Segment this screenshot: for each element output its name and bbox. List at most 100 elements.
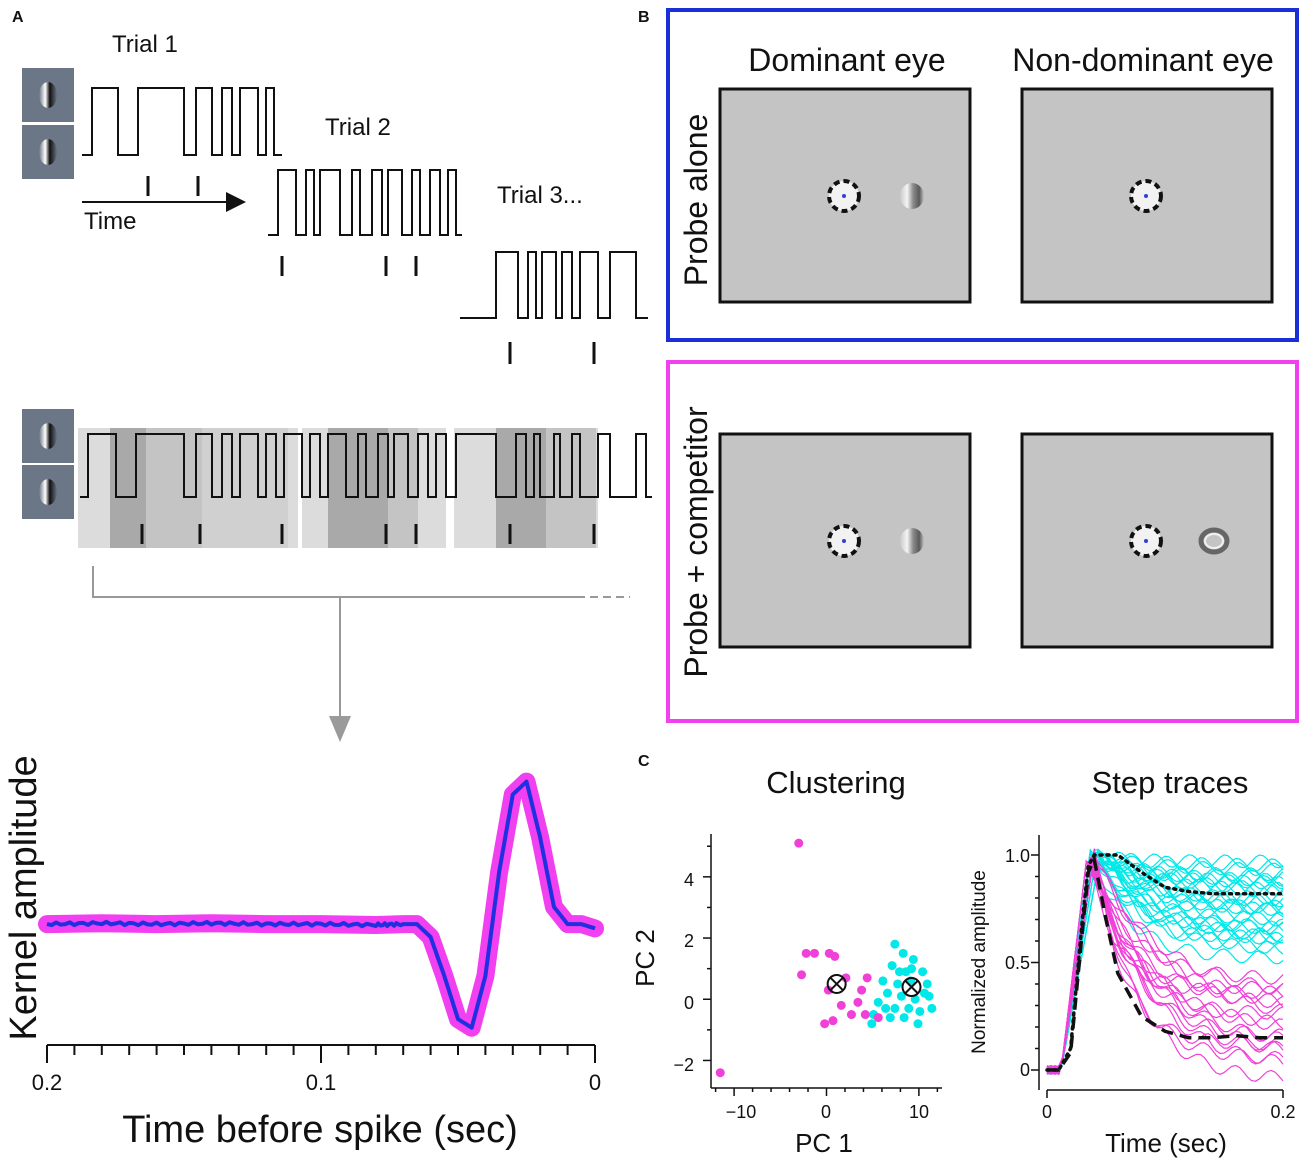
cluster-centroid-marker [901,977,922,998]
step-traces-axes [1031,835,1284,1098]
cluster-b-point [910,994,920,1004]
cluster-b-point [904,1003,914,1013]
cluster-b-point [908,954,918,964]
cluster-b-point [887,961,897,971]
cluster-b-point [878,976,888,986]
clustering-ylabel: PC 2 [630,929,660,987]
cluster-b-point [898,948,908,958]
cluster-b-point [890,1003,900,1013]
cluster-centroid-marker [826,973,847,994]
cluster-a-point [801,948,811,958]
cluster-a-point [873,1013,883,1023]
trial-2-label: Trial 2 [325,114,391,141]
cluster-a-point [794,838,804,848]
cluster-a-point [853,997,863,1007]
averaging-bracket [92,566,630,720]
trial-3-label: Trial 3... [497,182,583,209]
display-nondominant-probe-competitor [1020,432,1274,649]
clustering-points [715,838,937,1078]
non-dominant-eye-title: Non-dominant eye [1012,42,1273,78]
cluster-b-trace [1046,856,1284,1071]
mean_cluster_a-line [1047,853,1283,1072]
cluster-b-point [881,1003,891,1013]
kernel-error-band [38,772,604,1037]
dominant-eye-title: Dominant eye [748,42,945,78]
trial-3-spikes [508,342,596,364]
panel-label-a: A [12,9,24,26]
kernel-xtick-0: 0 [589,1070,601,1095]
spike-window-shading [78,428,598,548]
step-ytick-0: 0 [1020,1060,1030,1080]
cluster-b-point [890,939,900,949]
cluster-a-point [830,951,840,961]
trial-2-spikes [280,256,418,276]
cluster-b-point [913,1019,923,1029]
cluster-a-point [823,985,833,995]
clustering-xtick-neg10: −10 [726,1102,757,1122]
cluster-b-point [919,988,929,998]
cluster-b-point [882,988,892,998]
cluster-a-trace [1046,860,1284,1076]
centroid-circle [901,977,922,998]
kernel-xlabel: Time before spike (sec) [122,1109,518,1151]
stimulus-icons-bottom [22,409,74,519]
clustering-ytick-0: 0 [684,993,694,1013]
cluster-a-point [836,1000,846,1010]
cluster-a-point [846,1010,856,1020]
clustering-title: Clustering [766,765,906,800]
kernel-ylabel: Kernel amplitude [3,755,45,1040]
cluster-b-point [907,964,917,974]
clustering-axes [703,834,942,1096]
trial-3-square-wave [460,251,648,319]
cluster-b-point [893,979,903,989]
trial-1-square-wave [82,87,282,156]
cluster-b-point [867,1019,877,1029]
trial-1-label: Trial 1 [112,31,178,58]
concatenated-square-wave [80,433,652,498]
centroid-cross [829,977,844,991]
cluster-a-point [809,948,819,958]
cluster-b-point [922,979,932,989]
cluster-b-point [873,997,883,1007]
step-ytick-1.0: 1.0 [1005,846,1030,866]
probe-competitor-label: Probe + competitor [678,406,714,678]
cluster-b-point [885,1013,895,1023]
step-ytick-0.5: 0.5 [1005,953,1030,973]
probe-competitor-frame [666,360,1299,723]
step-traces-lines [1045,848,1285,1082]
cluster-b-point [896,991,906,1001]
clustering-ytick-4: 4 [684,870,694,890]
cluster-b-trace [1046,856,1284,1072]
display-nondominant-probe-alone [1020,87,1274,304]
display-dominant-probe-competitor [718,432,972,649]
cluster-a-point [841,973,851,983]
trial-1-spikes [146,176,200,196]
time-label: Time [84,208,136,235]
kernel-mean-line [46,779,596,1030]
kernel-axes [46,1044,596,1063]
probe-alone-label: Probe alone [678,114,714,287]
step-xlabel: Time (sec) [1105,1128,1227,1158]
cluster-a-point [828,1016,838,1026]
cluster-a-point [820,1019,830,1029]
panel-label-c: C [638,753,650,770]
step-xtick-0: 0 [1042,1102,1052,1122]
step-ylabel: Normalized amplitude [969,870,990,1054]
cluster-b-point [894,967,904,977]
cluster-b-point [918,967,928,977]
display-dominant-probe-alone [718,87,972,304]
kernel-xtick-0.1: 0.1 [306,1070,337,1095]
clustering-xtick-10: 10 [909,1102,929,1122]
step-traces-title: Step traces [1092,765,1249,800]
probe-alone-frame [666,8,1299,342]
trial-2-square-wave [268,169,462,236]
concatenated-spikes [140,524,596,544]
cluster-a-point [862,973,872,983]
clustering-ytick-2: 2 [684,931,694,951]
cluster-a-point [860,1010,870,1020]
averaging-arrow-head [329,716,351,742]
clustering-xtick-0: 0 [821,1102,831,1122]
cluster-a-point [857,985,867,995]
centroid-cross [904,980,919,994]
clustering-ytick-neg2: −2 [673,1055,694,1075]
